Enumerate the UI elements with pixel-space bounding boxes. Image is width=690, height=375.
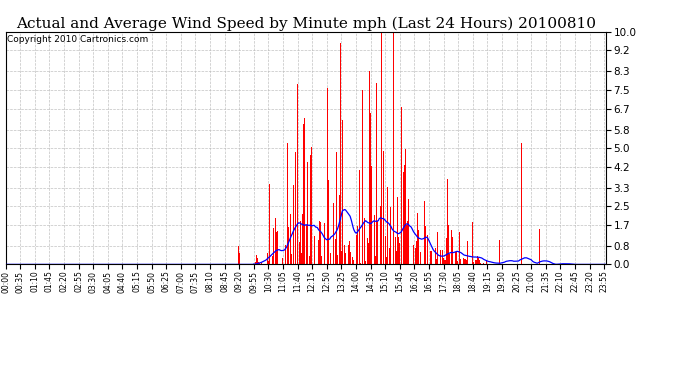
Text: Copyright 2010 Cartronics.com: Copyright 2010 Cartronics.com [7,35,148,44]
Title: Actual and Average Wind Speed by Minute mph (Last 24 Hours) 20100810: Actual and Average Wind Speed by Minute … [16,16,595,31]
